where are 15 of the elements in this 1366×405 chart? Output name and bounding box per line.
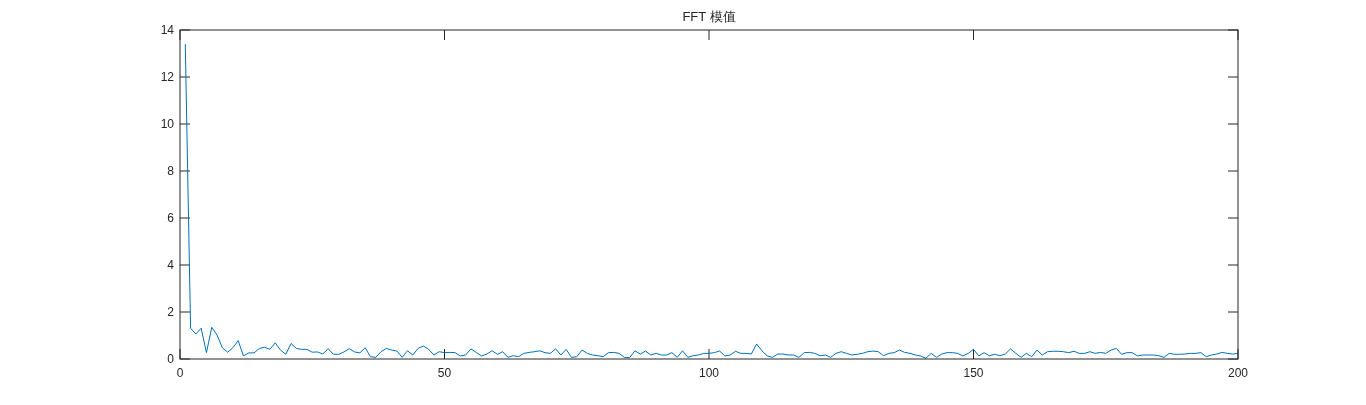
y-tick-label: 4 <box>167 258 175 272</box>
line-series <box>184 43 1239 359</box>
y-tick-label: 14 <box>160 23 175 37</box>
y-tick-label: 6 <box>167 211 175 225</box>
y-tick-label: 10 <box>160 117 175 131</box>
y-tick-label: 8 <box>167 164 175 178</box>
y-tick-label: 2 <box>167 305 175 319</box>
chart-title: FFT 模值 <box>682 9 736 24</box>
x-tick-label: 200 <box>1227 366 1249 380</box>
y-tick-label: 12 <box>160 70 175 84</box>
x-tick-label: 0 <box>176 366 184 380</box>
x-tick-label: 100 <box>698 366 720 380</box>
x-tick-label: 150 <box>963 366 984 380</box>
y-tick-label: 0 <box>167 352 175 366</box>
x-tick-label: 50 <box>437 366 452 380</box>
